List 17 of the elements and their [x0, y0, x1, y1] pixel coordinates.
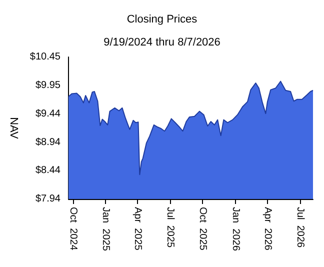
y-tick-label: $10.45 [30, 52, 61, 62]
x-tick-label: Jan 2026 [230, 207, 241, 252]
y-tick-label: $8.44 [35, 165, 61, 176]
y-tick-label: $7.94 [35, 194, 61, 204]
x-tick-label: Jan 2025 [100, 207, 111, 252]
x-tick-label: Jul 2025 [164, 207, 176, 248]
x-tick-label: Apr 2025 [132, 207, 144, 251]
chart-subtitle: 9/19/2024 thru 8/7/2026 [104, 36, 220, 48]
x-tick-label: Oct 2024 [67, 207, 78, 251]
y-tick-label: $9.95 [35, 80, 61, 91]
chart-title: Closing Prices [126, 14, 198, 26]
x-tick-label: Apr 2026 [262, 207, 273, 251]
x-tick-label: Jul 2026 [294, 207, 306, 248]
y-tick-label: $8.94 [35, 136, 61, 148]
y-axis-title: NAV [8, 117, 20, 140]
y-tick-label: $9.44 [35, 108, 61, 120]
x-tick-label: Oct 2025 [197, 207, 208, 251]
